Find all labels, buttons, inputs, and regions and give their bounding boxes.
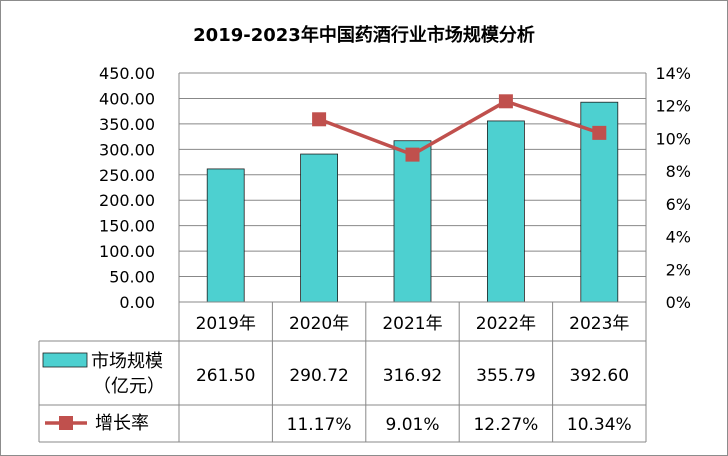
x-tick-label: 2019年 — [196, 314, 256, 334]
data-label: 12.27% — [473, 415, 538, 435]
growth-marker — [312, 112, 327, 127]
y-right-tick-label: 0% — [666, 293, 691, 312]
legend-swatch-bar — [42, 352, 88, 368]
bar — [486, 120, 525, 303]
y-left-tick-label: 100.00 — [99, 242, 155, 261]
y-left-tick-label: 450.00 — [99, 64, 155, 83]
chart-title: 2019-2023年中国药酒行业市场规模分析 — [193, 25, 535, 46]
legend-swatch-marker — [59, 416, 73, 430]
data-label: 355.79 — [476, 366, 535, 386]
data-label: 11.17% — [287, 415, 352, 435]
y-right-tick-label: 8% — [666, 162, 691, 181]
legend-label-bar: 市场规模 — [91, 351, 163, 372]
y-left-tick-label: 150.00 — [99, 217, 155, 236]
growth-marker — [405, 147, 420, 162]
y-left-tick-label: 350.00 — [99, 115, 155, 134]
y-right-tick-label: 12% — [655, 97, 691, 116]
data-label: 316.92 — [383, 366, 442, 386]
data-label: 290.72 — [289, 366, 348, 386]
growth-marker — [498, 94, 513, 109]
data-label: 392.60 — [570, 366, 629, 386]
legend-label-line: 增长率 — [95, 413, 149, 434]
y-right-tick-label: 2% — [666, 260, 691, 279]
y-right-tick-label: 10% — [655, 129, 691, 148]
y-right-tick-label: 14% — [655, 64, 691, 83]
data-label: 261.50 — [196, 366, 255, 386]
y-left-tick-label: 50.00 — [109, 268, 155, 287]
y-right-tick-label: 4% — [666, 228, 691, 247]
data-label: 9.01% — [385, 415, 439, 435]
x-tick-label: 2022年 — [476, 314, 536, 334]
bar — [206, 168, 245, 303]
growth-line — [318, 99, 600, 157]
bar — [393, 140, 432, 303]
x-tick-label: 2020年 — [289, 314, 349, 334]
growth-marker — [592, 125, 607, 140]
legend-label-bar: （亿元） — [93, 376, 165, 397]
data-label: 10.34% — [567, 415, 632, 435]
x-tick-label: 2023年 — [569, 314, 629, 334]
y-right-tick-label: 6% — [666, 195, 691, 214]
x-tick-label: 2021年 — [382, 314, 442, 334]
y-left-tick-label: 300.00 — [99, 140, 155, 159]
y-left-tick-label: 250.00 — [99, 166, 155, 185]
bar — [300, 153, 339, 303]
y-left-tick-label: 0.00 — [119, 293, 155, 312]
y-left-tick-label: 200.00 — [99, 191, 155, 210]
y-left-tick-label: 400.00 — [99, 89, 155, 108]
